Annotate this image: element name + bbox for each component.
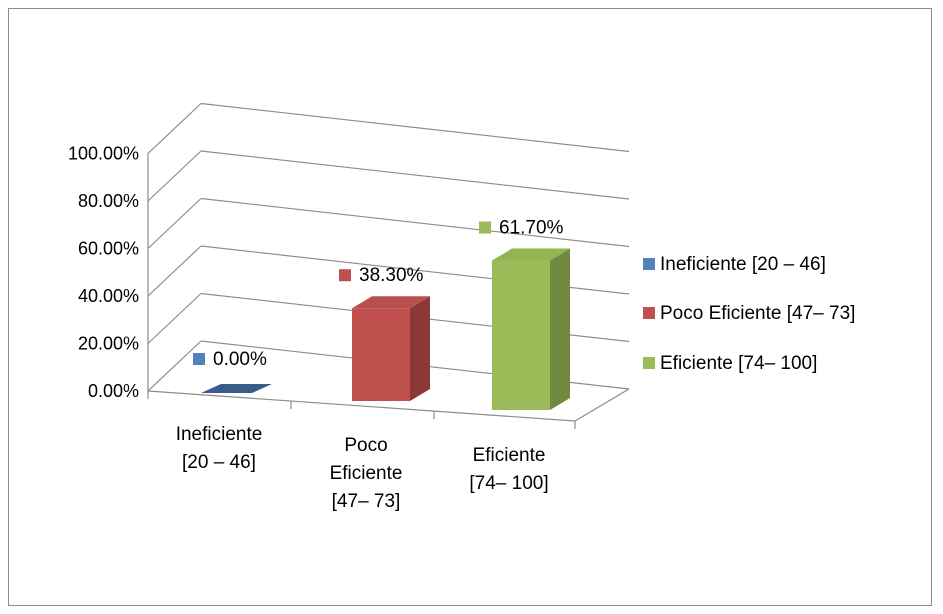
x-category-label: Ineficiente (176, 424, 263, 445)
gridline (200, 150, 630, 200)
data-label-marker (479, 221, 491, 234)
data-label-marker (339, 269, 351, 282)
x-category-label: Eficiente (473, 445, 546, 466)
x-category-label: [74– 100] (469, 473, 548, 494)
gridline (200, 102, 630, 153)
legend-entry: Ineficiente [20 – 46] (660, 254, 826, 275)
data-label-marker (193, 353, 205, 365)
x-category-label: [20 – 46] (182, 452, 256, 473)
gridline-side (147, 245, 202, 297)
x-category-label: [47– 73] (332, 491, 401, 512)
x-category-label: Eficiente (330, 463, 403, 484)
legend-swatch (643, 357, 655, 369)
floor-right-edge (574, 388, 630, 422)
gridline-side (147, 293, 202, 344)
gridline-side (147, 103, 202, 154)
y-tick-label: 20.00% (78, 334, 139, 354)
bar-top (352, 296, 430, 309)
x-category-label: Poco (344, 435, 387, 456)
bar-top (492, 248, 570, 261)
bar (492, 260, 550, 410)
bar-side (410, 296, 430, 401)
legend-swatch (643, 307, 655, 319)
data-label: 61.70% (499, 218, 564, 239)
gridline (200, 197, 630, 248)
y-tick-label: 100.00% (68, 144, 139, 164)
gridline-side (147, 150, 202, 202)
gridline-side (147, 340, 202, 392)
y-tick-label: 80.00% (78, 191, 139, 211)
bar-side (550, 248, 570, 410)
y-tick-label: 0.00% (88, 381, 139, 401)
bar (352, 308, 410, 401)
bar (201, 384, 272, 393)
y-tick-label: 60.00% (78, 239, 139, 259)
data-label: 38.30% (359, 265, 424, 286)
y-tick-label: 40.00% (78, 286, 139, 306)
bar-chart: 0.00% 20.00% 40.00% 60.00% 80.00% 100.00% 0.00… (68, 102, 855, 512)
legend-entry: Poco Eficiente [47– 73] (660, 303, 855, 324)
legend-entry: Eficiente [74– 100] (660, 353, 817, 374)
legend-swatch (643, 258, 655, 270)
chart-frame: 0.00% 20.00% 40.00% 60.00% 80.00% 100.00% 0.00… (8, 8, 932, 606)
gridline-side (147, 198, 202, 249)
data-label: 0.00% (213, 349, 267, 370)
floor-front-edge (147, 390, 576, 422)
